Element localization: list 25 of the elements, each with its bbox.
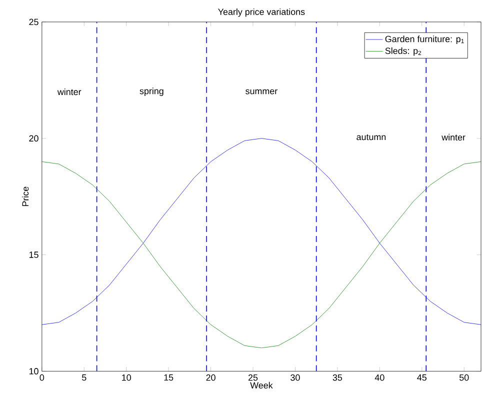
x-tick-label: 45 — [417, 374, 426, 381]
x-tick-label: 35 — [332, 374, 342, 381]
annotation: spring — [140, 88, 164, 96]
x-tick-label: 0 — [40, 374, 44, 381]
annotation: summer — [246, 89, 278, 94]
x-tick-label: 5 — [82, 374, 86, 381]
y-tick-label: 10 — [29, 368, 38, 374]
y-tick-label: 25 — [29, 18, 38, 26]
y-axis-title: Price — [22, 186, 29, 206]
x-tick-label: 10 — [122, 374, 131, 381]
x-tick-label: 20 — [206, 374, 216, 381]
x-tick-label: 40 — [374, 374, 384, 381]
legend-label: Garden furniture: p$_{1}$ — [385, 36, 464, 44]
y-tick-label: 20 — [29, 135, 38, 142]
x-axis-title: Week — [250, 382, 273, 388]
y-tick-label: 15 — [29, 252, 38, 258]
x-tick-label: 50 — [459, 374, 469, 381]
annotation: winter — [57, 88, 82, 96]
x-tick-label: 30 — [290, 374, 300, 381]
x-tick-label: 15 — [164, 374, 174, 381]
x-tick-label: 25 — [248, 374, 258, 381]
chart-title: Yearly price variations — [218, 8, 305, 17]
annotation: autumn — [356, 134, 386, 140]
legend-label: Sleds: p$_{2}$ — [385, 47, 422, 56]
annotation: winter — [442, 134, 466, 140]
